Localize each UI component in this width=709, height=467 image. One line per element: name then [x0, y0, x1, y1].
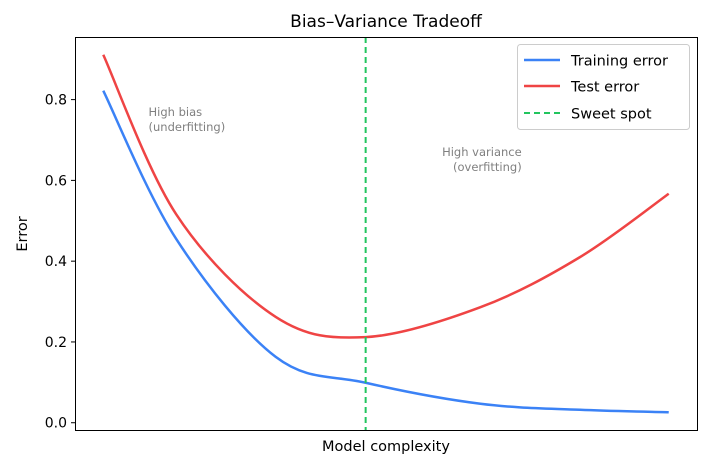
legend-label-sweet-spot: Sweet spot	[571, 107, 652, 123]
test-error-line	[102, 54, 670, 339]
y-tick-label: 0.4	[45, 254, 67, 270]
x-axis-label: Model complexity	[322, 439, 450, 455]
annotation-high-bias: High bias (underfitting)	[149, 105, 226, 134]
y-tick-label: 0.8	[45, 93, 67, 109]
training-error-line	[102, 90, 669, 414]
chart-title: Bias–Variance Tradeoff	[290, 12, 483, 32]
y-tick-label: 0.0	[45, 416, 67, 432]
y-tick-label: 0.6	[45, 173, 67, 189]
y-tick-label: 0.2	[45, 335, 67, 351]
legend-label-test: Test error	[570, 80, 639, 96]
legend: Training error Test error Sweet spot	[517, 44, 690, 130]
legend-label-training: Training error	[570, 54, 668, 70]
y-axis-label: Error	[15, 216, 31, 251]
annotation-high-variance: High variance (overfitting)	[442, 145, 522, 174]
axes-frame	[75, 37, 698, 431]
